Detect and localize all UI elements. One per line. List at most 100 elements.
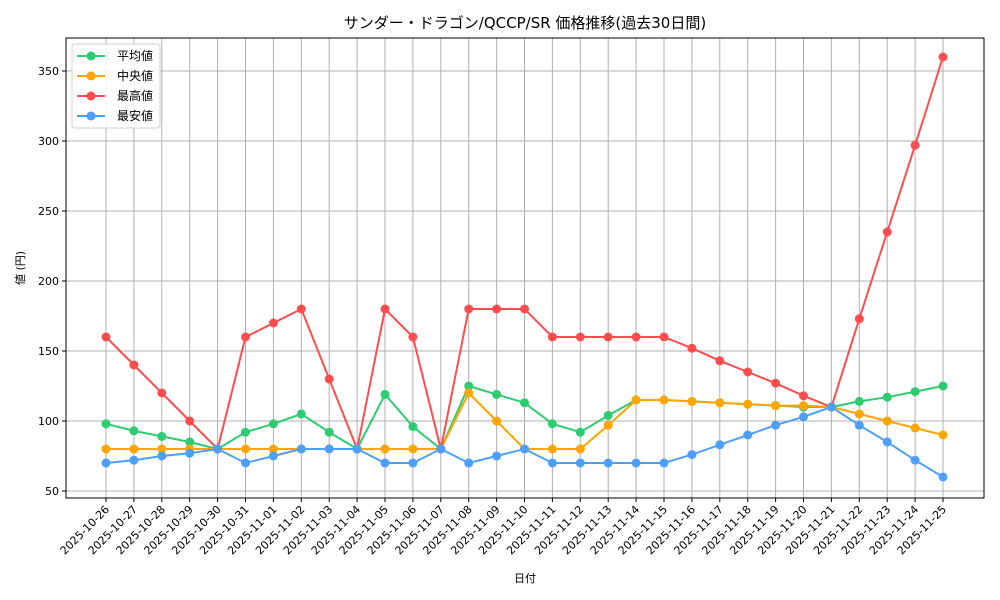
data-point — [436, 444, 446, 454]
chart-title: サンダー・ドラゴン/QCCP/SR 価格推移(過去30日間) — [344, 14, 706, 32]
legend-box — [71, 43, 161, 129]
data-point — [799, 401, 808, 411]
data-point — [492, 304, 502, 314]
data-point — [659, 458, 669, 468]
data-point — [241, 458, 250, 468]
data-point — [882, 437, 892, 447]
x-axis-label: 日付 — [514, 572, 536, 585]
data-point — [603, 458, 613, 468]
data-point — [492, 451, 502, 461]
data-point — [324, 427, 334, 437]
data-point — [296, 444, 306, 454]
data-point — [352, 444, 362, 454]
series-中央値 — [101, 388, 948, 454]
data-point — [659, 395, 669, 405]
data-point — [268, 451, 278, 461]
data-point — [910, 423, 920, 433]
data-point — [408, 444, 418, 454]
data-point — [547, 444, 557, 454]
data-point — [324, 374, 334, 384]
data-point — [854, 409, 864, 419]
data-point — [408, 458, 418, 468]
data-point — [129, 455, 139, 465]
data-point — [520, 398, 529, 408]
data-point — [771, 401, 781, 411]
data-point — [771, 420, 781, 430]
data-point — [464, 304, 474, 314]
data-point — [715, 440, 725, 450]
data-point — [268, 419, 278, 429]
series-lines — [101, 52, 948, 482]
data-point — [157, 444, 167, 454]
data-point — [743, 399, 753, 409]
data-point — [882, 227, 892, 237]
data-point — [938, 430, 948, 440]
y-axis-ticks: 50 100 150 200 250 300 350 — [38, 65, 66, 498]
data-point — [938, 472, 948, 482]
data-point — [241, 444, 250, 454]
data-point — [101, 419, 111, 429]
legend-item: 最高値 — [77, 88, 153, 103]
data-point — [631, 395, 641, 405]
data-point — [520, 304, 529, 314]
data-point — [575, 332, 585, 342]
data-point — [826, 402, 836, 412]
data-point — [799, 391, 808, 401]
data-point — [268, 444, 278, 454]
data-point — [185, 416, 195, 426]
data-point — [715, 356, 725, 366]
data-point — [854, 420, 864, 430]
data-point — [687, 396, 697, 406]
y-tick-label: 150 — [38, 345, 59, 358]
data-point — [882, 416, 892, 426]
data-point — [129, 426, 139, 436]
data-point — [464, 458, 474, 468]
data-point — [464, 381, 474, 391]
data-point — [492, 416, 502, 426]
series-最高値 — [101, 52, 948, 454]
legend-label: 平均値 — [117, 48, 153, 63]
y-tick-label: 350 — [38, 65, 59, 78]
data-point — [547, 458, 557, 468]
data-point — [157, 388, 167, 398]
data-point — [296, 304, 306, 314]
data-point — [213, 444, 223, 454]
data-point — [575, 444, 585, 454]
data-point — [101, 458, 111, 468]
data-point — [185, 437, 195, 447]
legend-item: 最安値 — [77, 108, 153, 123]
data-point — [408, 422, 418, 432]
data-point — [603, 410, 613, 420]
data-point — [296, 409, 306, 419]
data-point — [575, 427, 585, 437]
data-point — [380, 458, 390, 468]
legend-label: 最高値 — [117, 88, 153, 103]
data-point — [129, 360, 139, 370]
data-point — [464, 388, 474, 398]
data-point — [547, 332, 557, 342]
legend-marker-icon — [86, 111, 96, 121]
data-point — [520, 444, 529, 454]
data-point — [631, 332, 641, 342]
data-point — [910, 387, 920, 397]
y-tick-label: 50 — [45, 485, 59, 498]
data-point — [185, 448, 195, 458]
data-point — [882, 392, 892, 402]
y-tick-label: 200 — [38, 275, 59, 288]
legend-item: 平均値 — [77, 48, 153, 63]
data-point — [938, 52, 948, 62]
data-point — [631, 458, 641, 468]
data-point — [380, 389, 390, 399]
data-point — [743, 430, 753, 440]
legend-item: 中央値 — [77, 68, 153, 83]
data-point — [743, 367, 753, 377]
data-point — [603, 332, 613, 342]
data-point — [687, 450, 697, 460]
data-point — [575, 458, 585, 468]
data-point — [687, 343, 697, 353]
data-point — [854, 314, 864, 324]
grid — [66, 38, 984, 498]
data-point — [380, 304, 390, 314]
